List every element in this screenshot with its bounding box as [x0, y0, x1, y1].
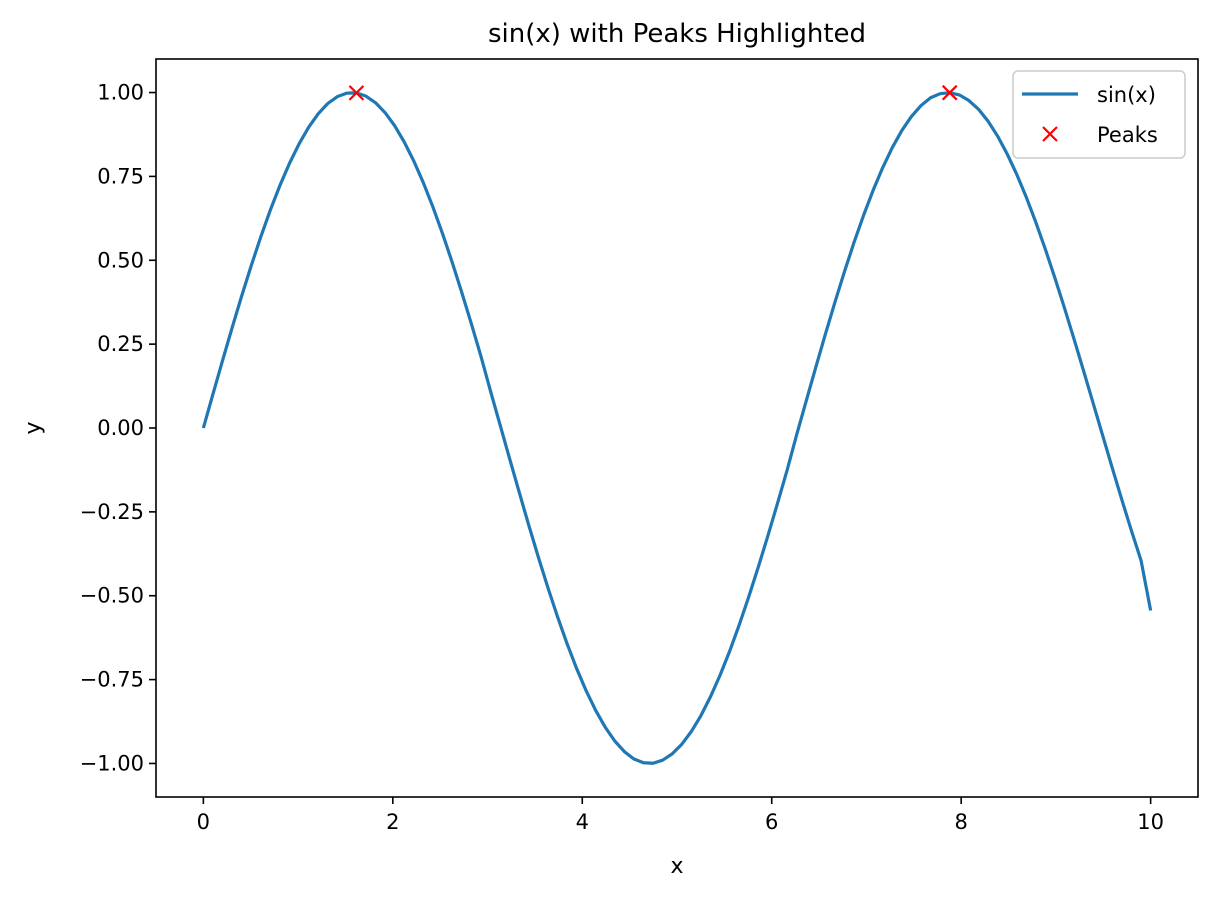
y-tick-label: −0.25 [80, 500, 144, 524]
y-tick-label: 0.75 [97, 164, 144, 188]
legend-label: sin(x) [1097, 83, 1156, 107]
y-axis-label: y [21, 421, 46, 434]
y-tick-label: −0.50 [80, 584, 144, 608]
legend: sin(x) Peaks [1012, 70, 1186, 159]
axes-frame [155, 58, 1199, 798]
chart-title: sin(x) with Peaks Highlighted [488, 19, 866, 49]
x-axis-label: x [670, 854, 683, 879]
x-tick-label: 8 [954, 810, 967, 834]
peak-marker [348, 85, 365, 101]
x-tick-label: 10 [1137, 810, 1164, 834]
y-tick-label: 0.00 [97, 416, 144, 440]
y-tick-label: 0.25 [97, 332, 144, 356]
x-tick-label: 6 [765, 810, 778, 834]
y-tick-label: 0.50 [97, 248, 144, 272]
x-tick-label: 4 [576, 810, 589, 834]
legend-marker-swatch [1042, 126, 1058, 142]
y-tick-label: −1.00 [80, 751, 144, 775]
axes: 0 2 4 6 8 10 1.00 0.75 0.50 0.25 0.00 −0.25 −0.50 −0.… [80, 58, 1199, 834]
x-tick-label: 2 [386, 810, 399, 834]
series-line-sin [201, 91, 1153, 765]
plot-area [201, 84, 1153, 765]
y-tick-label: 1.00 [97, 81, 144, 105]
legend-label: Peaks [1097, 123, 1158, 147]
x-tick-label: 0 [197, 810, 210, 834]
peak-marker [941, 84, 958, 101]
y-tick-label: −0.75 [80, 668, 144, 692]
